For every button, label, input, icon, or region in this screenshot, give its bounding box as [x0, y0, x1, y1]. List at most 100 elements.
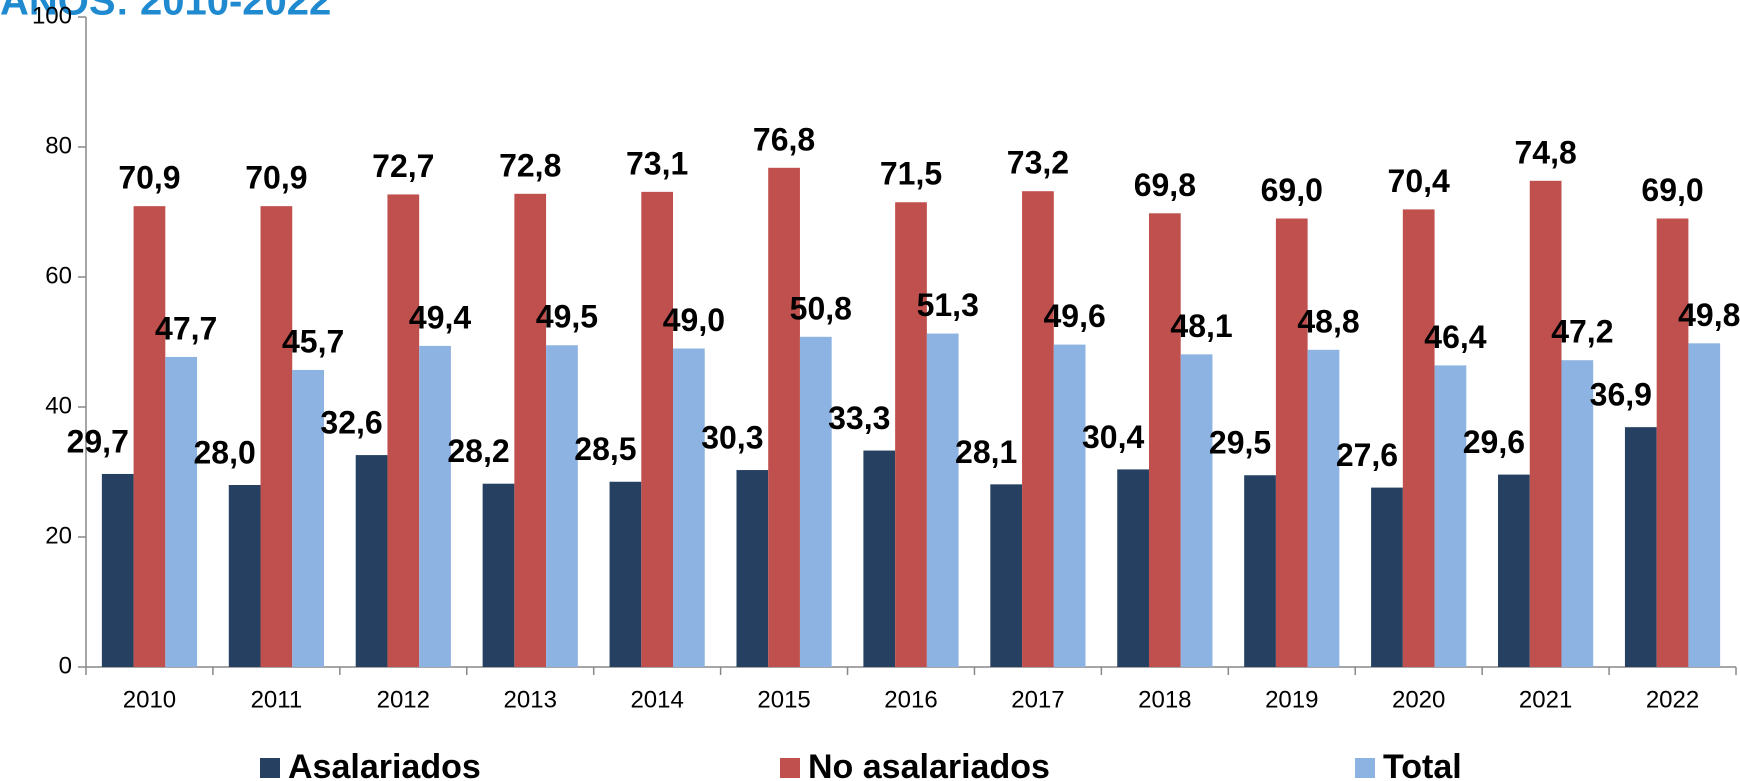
- x-tick-label: 2017: [1011, 686, 1064, 713]
- bar: [673, 348, 705, 667]
- value-label: 33,3: [828, 400, 890, 436]
- value-label: 73,2: [1007, 145, 1069, 181]
- y-tick-label: 100: [32, 2, 72, 29]
- bar: [1244, 475, 1276, 667]
- value-label: 28,5: [574, 431, 636, 467]
- bar: [895, 202, 927, 667]
- value-label: 49,6: [1044, 298, 1106, 334]
- bar: [101, 473, 134, 667]
- x-tick-label: 2014: [630, 686, 683, 713]
- value-label: 36,9: [1590, 377, 1652, 413]
- x-tick-label: 2022: [1646, 686, 1699, 713]
- x-tick-label: 2013: [504, 686, 557, 713]
- y-tick-label: 40: [45, 392, 72, 419]
- bar: [1053, 344, 1086, 667]
- value-label: 29,6: [1463, 424, 1525, 460]
- value-label: 32,6: [320, 405, 382, 441]
- value-label: 30,4: [1082, 419, 1144, 455]
- bar: [990, 484, 1023, 667]
- value-label: 30,3: [701, 420, 763, 456]
- value-label: 28,1: [955, 434, 1017, 470]
- bar: [482, 483, 515, 667]
- x-tick-label: 2018: [1138, 686, 1191, 713]
- bar: [1180, 354, 1213, 667]
- value-label: 49,0: [663, 302, 725, 338]
- bar: [1307, 349, 1340, 667]
- bar: [926, 333, 959, 667]
- value-label: 70,9: [118, 160, 180, 196]
- value-label: 73,1: [626, 145, 688, 181]
- bar: [546, 345, 578, 667]
- value-label: 46,4: [1424, 319, 1486, 355]
- x-tick-label: 2021: [1519, 686, 1572, 713]
- value-label: 49,8: [1678, 297, 1740, 333]
- value-label: 47,7: [155, 310, 217, 346]
- bar: [228, 485, 261, 667]
- bar: [1117, 469, 1149, 667]
- legend-label: No asalariados: [808, 748, 1050, 781]
- x-tick-label: 2016: [884, 686, 937, 713]
- bar: [1275, 218, 1308, 667]
- legend-label: Asalariados: [288, 748, 481, 781]
- y-tick-label: 20: [45, 522, 72, 549]
- bar: [355, 455, 388, 667]
- bar: [1022, 191, 1054, 667]
- bar: [1529, 180, 1562, 668]
- bar: [1402, 209, 1435, 667]
- value-label: 47,2: [1551, 314, 1613, 350]
- bar: [1656, 218, 1689, 667]
- legend-swatch: [260, 758, 280, 778]
- bar: [768, 167, 800, 668]
- bar: [260, 206, 293, 667]
- value-label: 72,7: [372, 148, 434, 184]
- value-label: 70,4: [1388, 163, 1450, 199]
- value-label: 45,7: [282, 323, 344, 359]
- bar: [1561, 360, 1594, 667]
- value-label: 71,5: [880, 156, 942, 192]
- value-label: 76,8: [753, 121, 815, 157]
- x-tick-label: 2019: [1265, 686, 1318, 713]
- value-label: 74,8: [1514, 134, 1576, 170]
- bar: [133, 206, 166, 667]
- value-label: 28,2: [447, 433, 509, 469]
- legend-swatch: [1355, 758, 1375, 778]
- bar: [387, 194, 420, 667]
- value-label: 50,8: [790, 290, 852, 326]
- value-label: 72,8: [499, 147, 561, 183]
- value-label: 70,9: [245, 160, 307, 196]
- value-label: 51,3: [917, 287, 979, 323]
- value-label: 28,0: [194, 434, 256, 470]
- value-label: 49,4: [409, 299, 471, 335]
- value-label: 48,8: [1297, 303, 1359, 339]
- bar: [736, 470, 769, 667]
- bar: [863, 450, 896, 667]
- bar: [799, 336, 832, 667]
- y-tick-label: 60: [45, 262, 72, 289]
- value-label: 69,8: [1134, 167, 1196, 203]
- value-label: 48,1: [1170, 308, 1232, 344]
- legend-label: Total: [1383, 748, 1462, 781]
- value-label: 27,6: [1336, 437, 1398, 473]
- bar: [609, 481, 642, 667]
- bar: [1624, 427, 1657, 667]
- value-label: 29,7: [67, 423, 129, 459]
- bar: [1434, 365, 1467, 667]
- x-tick-label: 2011: [251, 686, 303, 713]
- x-tick-label: 2010: [123, 686, 176, 713]
- value-label: 69,0: [1641, 172, 1703, 208]
- bar: [1688, 343, 1721, 667]
- x-tick-label: 2015: [757, 686, 810, 713]
- bar: [292, 369, 324, 667]
- value-label: 29,5: [1209, 425, 1271, 461]
- bar: [641, 191, 674, 667]
- y-tick-label: 80: [45, 132, 72, 159]
- bar: [165, 356, 198, 667]
- x-tick-label: 2012: [377, 686, 430, 713]
- bar: [514, 193, 547, 668]
- y-tick-label: 0: [59, 652, 72, 679]
- bar: [419, 345, 451, 667]
- legend-swatch: [780, 758, 800, 778]
- x-tick-label: 2020: [1392, 686, 1445, 713]
- value-label: 49,5: [536, 299, 598, 335]
